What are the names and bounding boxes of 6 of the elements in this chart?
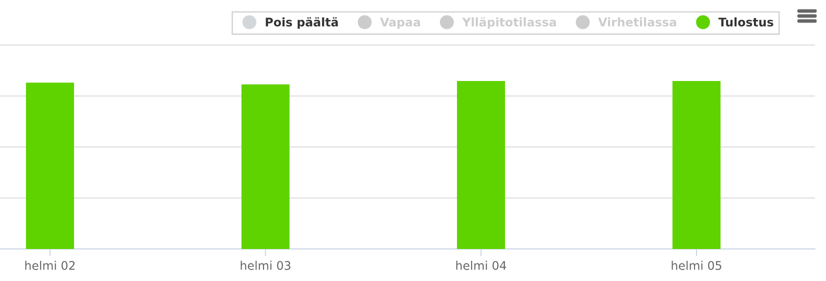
x-tick-label: helmi 02	[25, 260, 75, 270]
x-tick-label: helmi 05	[672, 260, 722, 270]
legend-label: Pois päältä	[266, 17, 338, 29]
legend-label: Tulostus	[718, 17, 774, 27]
x-tick-label: helmi 04	[456, 260, 506, 270]
x-tick-label: helmi 03	[240, 260, 290, 270]
